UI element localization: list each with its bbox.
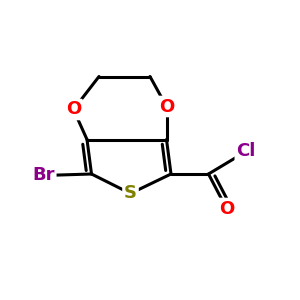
Text: O: O	[219, 200, 234, 217]
Text: S: S	[124, 184, 137, 202]
Text: Cl: Cl	[236, 142, 256, 160]
Text: O: O	[159, 98, 174, 116]
Text: Br: Br	[32, 167, 55, 184]
Text: O: O	[66, 100, 81, 118]
